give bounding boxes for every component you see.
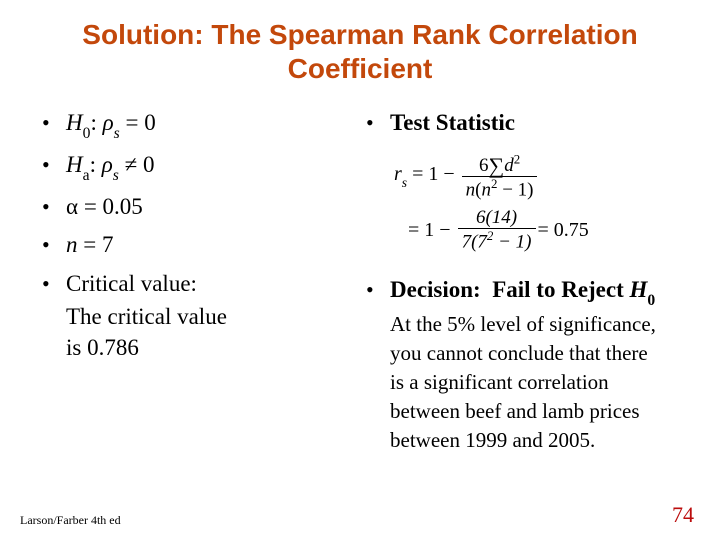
eq2-fraction: 6(14) 7(72 − 1) [458,208,536,252]
eq2-lhs: = 1 − [408,219,451,242]
critical-body2: is 0.786 [66,332,348,364]
eq1-rsub: s [402,175,407,190]
decision-l1: At the 5% level of significance, [390,310,690,339]
decision-l2: you cannot conclude that there [390,339,690,368]
equation-1: rs = 1 − 6∑d2 n(n2 − 1) [394,152,690,200]
content-columns: H0: ρs = 0 Ha: ρs ≠ 0 α = 0.05 n = 7 Cri… [30,107,690,461]
equation-2: = 1 − 6(14) 7(72 − 1) = 0.75 [394,208,690,252]
eq1-num6: 6 [479,155,489,176]
eq2-num: 6(14) [472,208,521,228]
eq1-den-n1: n [466,179,476,200]
eq2-result: = 0.75 [538,219,589,242]
h0-rhosub: s [114,125,120,142]
bullet-alpha: α = 0.05 [38,191,348,224]
bullet-ha: Ha: ρs ≠ 0 [38,149,348,185]
eq1-r: r [394,163,402,185]
critical-head: Critical value: [66,271,197,296]
h0-rho: ρ [103,110,114,135]
alpha-sym: α [66,194,78,219]
equation-block: rs = 1 − 6∑d2 n(n2 − 1) = 1 − 6(14) [362,146,690,266]
decision-l4: between beef and lamb prices [390,397,690,426]
eq1-den-rest: − 1) [497,179,533,200]
eq1-fraction: 6∑d2 n(n2 − 1) [462,152,538,200]
sigma-icon: ∑ [489,153,505,178]
ha-sym: H [66,152,83,177]
critical-body1: The critical value [66,301,348,333]
decision-verdict: Fail to Reject [492,277,629,302]
decision-head: Decision: [390,277,481,302]
footer-citation: Larson/Farber 4th ed [20,513,121,528]
alpha-val: = 0.05 [78,194,143,219]
bullet-n: n = 7 [38,229,348,262]
bullet-h0: H0: ρs = 0 [38,107,348,143]
ha-rhosub: s [113,167,119,184]
decision-l3: is a significant correlation [390,368,690,397]
eq1-den-n2: n [481,179,491,200]
teststat-label: Test Statistic [390,110,515,135]
n-sym: n [66,232,78,257]
eq1-d: d [504,155,514,176]
bullet-decision: Decision: Fail to Reject H0 At the 5% le… [362,274,690,455]
h0-sub: 0 [83,125,91,142]
h0-sym: H [66,110,83,135]
eq1-dsup: 2 [514,152,520,167]
ha-rho: ρ [102,152,113,177]
h0-rel: = 0 [120,110,156,135]
right-column: Test Statistic rs = 1 − 6∑d2 n(n2 − 1) [362,107,690,461]
decision-h: H [630,277,648,302]
n-val: = 7 [78,232,114,257]
decision-hsub: 0 [647,292,655,309]
ha-rel: ≠ 0 [119,152,155,177]
eq2-den-a: 7(7 [462,231,487,252]
bullet-critical: Critical value: The critical value is 0.… [38,268,348,364]
eq1-rest: = 1 − [407,163,455,185]
slide-title: Solution: The Spearman Rank Correlation … [30,18,690,85]
left-column: H0: ρs = 0 Ha: ρs ≠ 0 α = 0.05 n = 7 Cri… [38,107,348,461]
bullet-teststat: Test Statistic [362,107,690,140]
eq2-den-b: − 1) [493,231,531,252]
page-number: 74 [672,502,694,528]
decision-l5: between 1999 and 2005. [390,426,690,455]
ha-sub: a [83,167,90,184]
